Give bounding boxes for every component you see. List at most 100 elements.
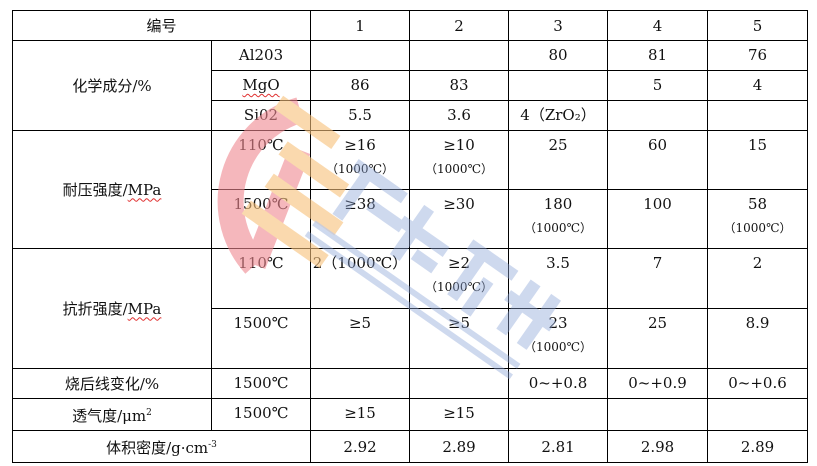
cell-value: 3.5: [546, 254, 570, 272]
data-cell: 23 （1000℃）: [508, 308, 609, 369]
condition-label: 110℃: [210, 248, 312, 309]
data-cell: 2.89: [409, 430, 510, 463]
data-cell: 25: [508, 130, 609, 190]
data-cell: 2.89: [707, 430, 809, 463]
column-header: 4: [607, 10, 709, 41]
density-label-text: 体积密度/g·cm: [106, 439, 209, 457]
cell-value: 86: [350, 76, 370, 94]
cell-note: （1000℃）: [524, 340, 592, 354]
data-cell: ≥30: [409, 189, 510, 249]
density-label: 体积密度/g·cm-3: [11, 430, 312, 463]
data-cell: [508, 398, 609, 431]
data-cell: 4（ZrO₂）: [508, 100, 609, 131]
data-cell: 7: [607, 248, 709, 309]
column-header: 1: [310, 10, 411, 41]
data-cell: [310, 40, 411, 71]
cell-value: 7: [652, 254, 663, 272]
column-header: 3: [508, 10, 609, 41]
cell-value: 58: [747, 195, 768, 213]
data-cell: 86: [310, 70, 411, 101]
cell-value: 2.89: [740, 437, 775, 456]
cell-note: （1000℃）: [326, 162, 394, 176]
data-cell: 4: [707, 70, 809, 101]
column-header: 5: [707, 10, 809, 41]
cell-note: （1000℃）: [425, 280, 493, 294]
data-cell: 2（1000℃）: [310, 248, 411, 309]
condition-text: 1500℃: [233, 404, 289, 422]
cell-value: 25: [548, 136, 568, 154]
cell-value: 5.5: [348, 106, 372, 124]
cell-value: 83: [449, 76, 469, 94]
group-label-text: 透气度/μm: [72, 407, 147, 425]
condition-text: 1500℃: [233, 314, 289, 332]
data-cell: ≥15: [409, 398, 510, 431]
data-cell: 100: [607, 189, 709, 249]
data-cell: 2.81: [508, 430, 609, 463]
data-cell: 2: [707, 248, 809, 309]
data-cell: [707, 398, 809, 431]
cell-value: 0~+0.9: [628, 374, 687, 392]
cell-value: ≥30: [443, 195, 475, 213]
column-header-text: 1: [355, 16, 365, 35]
cell-value: ≥10: [443, 136, 475, 154]
header-label-text: 编号: [146, 16, 177, 35]
condition-text: 110℃: [238, 254, 284, 272]
condition-label: 1500℃: [210, 398, 312, 431]
cell-value: 0~+0.8: [528, 374, 588, 392]
density-sup: -3: [208, 440, 217, 450]
data-cell: 5.5: [310, 100, 411, 131]
group-label: 化学成分/%: [12, 40, 212, 131]
group-sup: 2: [146, 408, 152, 418]
table-row: 耐压强度/MPa 110℃ ≥16 （1000℃） ≥10 （1000℃） 25 60 15: [12, 130, 809, 249]
cell-value: 23: [548, 314, 568, 332]
group-label-text: 耐压强度/MPa: [62, 180, 162, 199]
cell-value: 25: [647, 314, 668, 332]
cell-value: ≥5: [447, 314, 471, 332]
data-cell: 83: [409, 70, 510, 101]
table-row: 透气度/μm2 1500℃ ≥15 ≥15: [12, 398, 809, 431]
data-cell: 25: [607, 308, 709, 369]
data-cell: [409, 40, 510, 71]
group-label-text: 烧后线变化/%: [64, 374, 160, 393]
cell-value: 2.92: [343, 437, 377, 456]
data-cell: ≥16 （1000℃）: [310, 130, 411, 190]
cell-value: ≥15: [443, 404, 475, 422]
cell-value: 5: [652, 76, 663, 94]
cell-value: 4（ZrO₂）: [520, 106, 596, 124]
data-cell: 76: [707, 40, 809, 71]
table-row: 1500℃ ≥5 ≥5 23 （1000℃） 25 8.9: [13, 308, 809, 369]
condition-text: 1500℃: [233, 374, 289, 392]
condition-label: 110℃: [210, 130, 312, 190]
cell-value: 60: [647, 136, 668, 154]
data-cell: ≥38: [310, 189, 411, 249]
unit-text: MPa: [127, 299, 162, 318]
cell-value: ≥2: [447, 254, 471, 272]
data-cell: 3.6: [409, 100, 510, 131]
data-cell: ≥15: [310, 398, 411, 431]
data-cell: [508, 70, 609, 101]
cell-value: 80: [548, 46, 568, 64]
data-cell: 2.98: [607, 430, 709, 463]
column-header-text: 4: [652, 16, 663, 35]
table-row: 抗折强度/MPa 110℃ 2（1000℃） ≥2 （1000℃） 3.5 7 2: [12, 248, 809, 369]
condition-text: Al203: [238, 46, 284, 64]
data-cell: ≥10 （1000℃）: [409, 130, 510, 190]
data-cell: 60: [607, 130, 709, 190]
cell-note: （1000℃）: [524, 221, 592, 235]
table-row: MgO 86 83 5 4: [13, 70, 809, 101]
cell-value: 76: [747, 46, 768, 64]
cell-value: 2.89: [442, 437, 476, 456]
group-label: 烧后线变化/%: [12, 368, 212, 399]
cell-value: ≥5: [348, 314, 372, 332]
cell-value: 2: [752, 254, 763, 272]
group-label-text: 抗折强度/MPa: [62, 299, 162, 318]
data-cell: 3.5: [508, 248, 609, 309]
cell-value: 100: [643, 195, 672, 213]
cell-note: （1000℃）: [425, 162, 493, 176]
cell-value: 2.81: [541, 437, 575, 456]
data-cell: 15: [707, 130, 809, 190]
condition-text: 1500℃: [233, 195, 289, 213]
cell-value: ≥38: [344, 195, 376, 213]
column-header: 2: [409, 10, 510, 41]
cell-value: 3.6: [447, 106, 471, 124]
